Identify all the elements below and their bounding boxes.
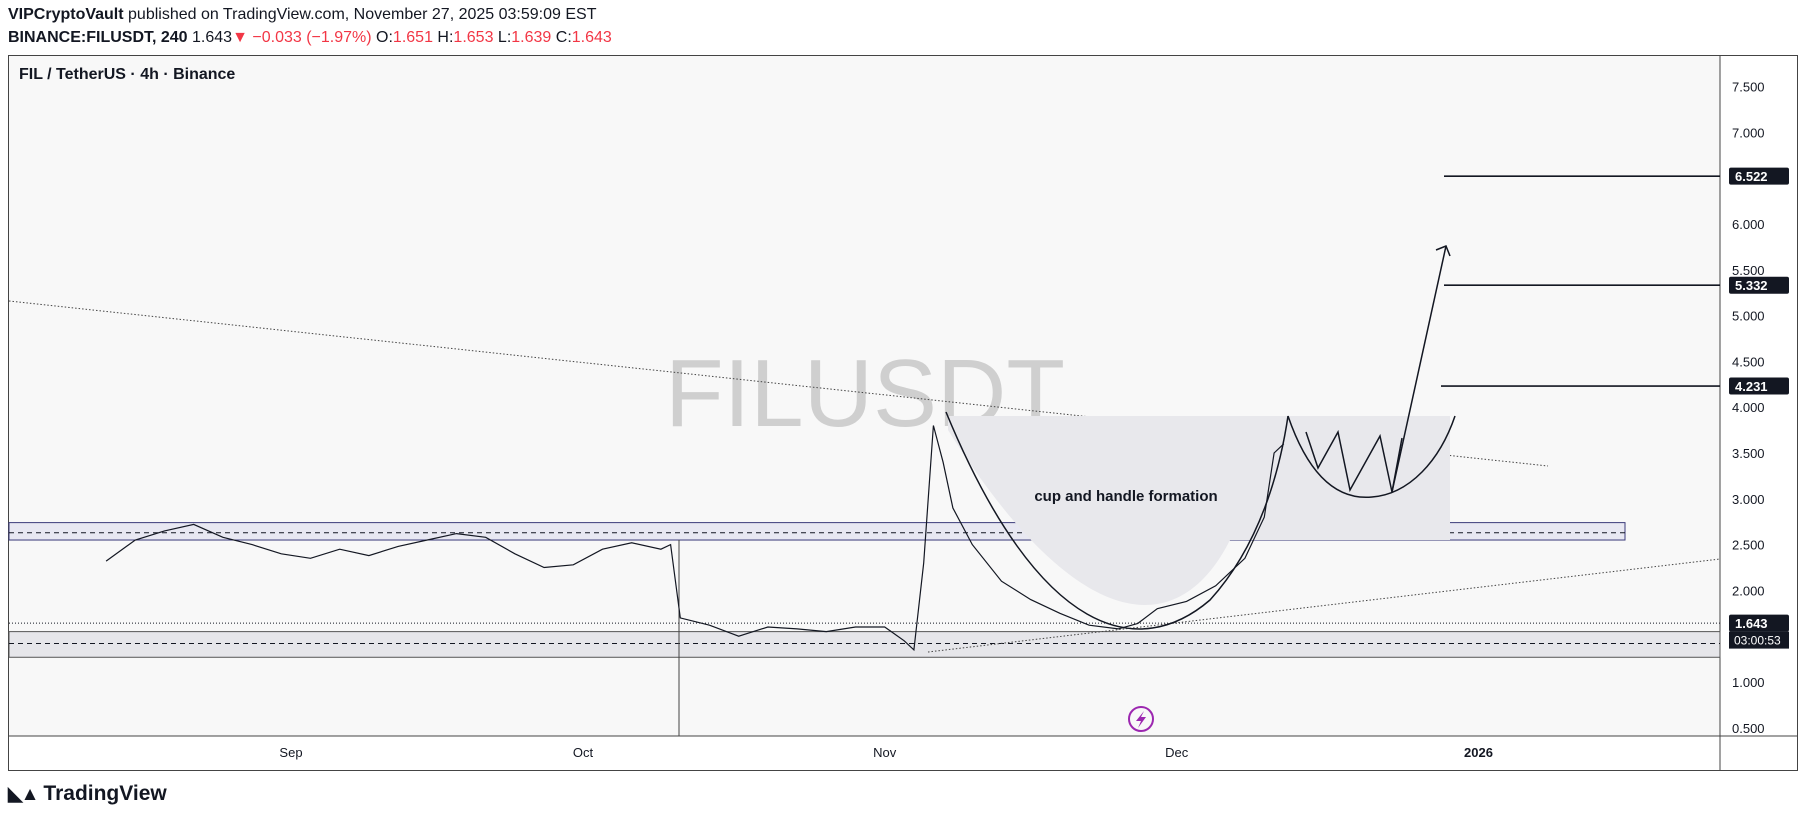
- x-tick-label: Oct: [573, 745, 594, 760]
- y-tick-label: 7.000: [1732, 125, 1765, 140]
- breakout-arrow-head: [1435, 245, 1451, 257]
- close-label: C:: [555, 29, 572, 46]
- trend-lines: [8, 300, 1721, 653]
- ohlc-line: BINANCE:FILUSDT, 240 1.643▼ −0.033 (−1.9…: [8, 29, 612, 47]
- close-value: 1.643: [571, 29, 612, 46]
- lightning-icon[interactable]: [1128, 706, 1154, 732]
- y-tick-label: 3.000: [1732, 492, 1765, 507]
- y-tick-label: 0.500: [1732, 721, 1765, 736]
- y-tick-label: 4.500: [1732, 354, 1765, 369]
- price-line: [105, 425, 1285, 652]
- pattern-annotation: cup and handle formation: [1034, 488, 1217, 505]
- cup-shading: [948, 416, 1450, 605]
- x-tick-label: Sep: [279, 745, 302, 760]
- open-label: O:: [376, 29, 393, 46]
- y-tick-label: 3.500: [1732, 446, 1765, 461]
- price-tag-label: 1.643: [1735, 616, 1768, 631]
- price-tag-box: [1729, 377, 1789, 395]
- price-tag-box: [1729, 614, 1789, 632]
- breakout-arrow-line: [1391, 245, 1447, 493]
- price-tag-label: 5.332: [1735, 278, 1768, 293]
- open-value: 1.651: [392, 29, 433, 46]
- countdown-box: [1729, 631, 1789, 649]
- tradingview-logo-icon: ◣▲: [8, 783, 39, 805]
- y-tick-label: 5.500: [1732, 263, 1765, 278]
- price-change: −0.033 (−1.97%): [252, 29, 372, 46]
- price-series: [105, 425, 1285, 652]
- x-tick-label: Nov: [873, 745, 897, 760]
- price-tag-box: [1729, 167, 1789, 185]
- high-label: H:: [437, 29, 454, 46]
- x-tick-label: 2026: [1464, 745, 1493, 760]
- lower-zone: [8, 631, 1721, 658]
- y-tick-label: 7.500: [1732, 80, 1765, 95]
- x-tick-label: Dec: [1165, 745, 1189, 760]
- y-tick-label: 5.000: [1732, 309, 1765, 324]
- symbol-label: BINANCE:FILUSDT, 240: [8, 29, 188, 46]
- chart-frame: [8, 55, 1798, 771]
- handle-curve: [1287, 415, 1456, 499]
- brand-name: TradingView: [43, 782, 167, 805]
- publish-info: published on TradingView.com, November 2…: [128, 6, 597, 23]
- publish-line: VIPCryptoVault published on TradingView.…: [8, 6, 596, 24]
- price-axis[interactable]: 7.500 7.000 6.000 5.500 5.000 4.500 4.000 3.500…: [1729, 80, 1789, 736]
- time-axis[interactable]: Sep Oct Nov Dec 2026: [279, 745, 1492, 760]
- low-value: 1.639: [511, 29, 552, 46]
- y-tick-label: 1.000: [1732, 675, 1765, 690]
- low-label: L:: [497, 29, 512, 46]
- y-tick-label: 2.000: [1732, 583, 1765, 598]
- author-name[interactable]: VIPCryptoVault: [8, 6, 124, 23]
- tradingview-logo[interactable]: ◣▲ TradingView: [8, 782, 167, 806]
- countdown-label: 03:00:53: [1734, 634, 1781, 648]
- price-tag-label: 6.522: [1735, 169, 1768, 184]
- target-drawings: [1441, 175, 1720, 387]
- cup-curve: [945, 411, 1289, 630]
- pane-title: FIL / TetherUS · 4h · Binance: [19, 66, 236, 83]
- y-tick-label: 6.000: [1732, 217, 1765, 232]
- price-tag-box: [1729, 276, 1789, 294]
- descending-trendline: [8, 300, 1549, 467]
- cup-and-handle-drawing: [945, 245, 1456, 630]
- y-tick-label: 2.500: [1732, 538, 1765, 553]
- high-value: 1.653: [453, 29, 494, 46]
- last-price: 1.643: [192, 29, 233, 46]
- y-tick-label: 4.000: [1732, 400, 1765, 415]
- down-arrow-icon: ▼: [232, 29, 248, 46]
- price-tag-label: 4.231: [1735, 379, 1768, 394]
